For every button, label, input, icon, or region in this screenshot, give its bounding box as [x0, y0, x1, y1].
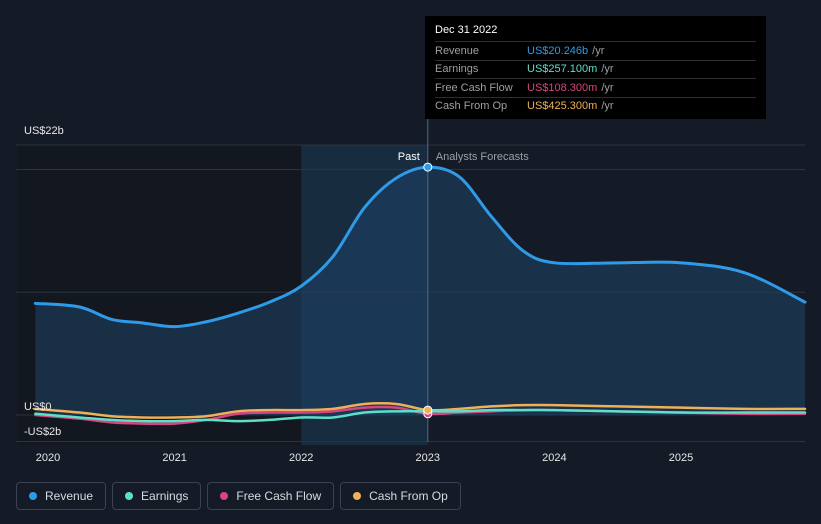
data-tooltip: Dec 31 2022 Revenue US$20.246b /yr Earni…	[425, 16, 766, 119]
marker-revenue	[423, 162, 433, 172]
x-tick-label: 2023	[416, 452, 440, 464]
legend-free-cash-flow[interactable]: Free Cash Flow	[207, 482, 335, 510]
tooltip-label: Cash From Op	[435, 100, 508, 113]
tooltip-value: US$20.246b	[527, 44, 589, 57]
tooltip-row-fcf: Free Cash Flow US$108.300m /yr	[435, 78, 756, 97]
past-label: Past	[398, 151, 420, 163]
legend-label: Revenue	[45, 489, 94, 503]
legend-label: Cash From Op	[369, 489, 448, 503]
series-line-revenue	[33, 165, 807, 329]
tooltip-label: Revenue	[435, 44, 480, 57]
tooltip-unit: /yr	[601, 100, 614, 113]
series-markers	[423, 162, 433, 419]
tooltip-label: Free Cash Flow	[435, 81, 513, 94]
legend-label: Earnings	[141, 489, 189, 503]
x-axis: 2020 2021 2022 2023 2024 2025	[36, 452, 693, 464]
tooltip-row-revenue: Revenue US$20.246b /yr	[435, 41, 756, 60]
series-line-cash-from-op	[34, 402, 807, 419]
series-line-earnings	[34, 408, 807, 423]
y-tick-bottom: -US$2b	[24, 426, 62, 438]
series-lines	[33, 165, 807, 426]
legend: Revenue Earnings Free Cash Flow Cash Fro…	[16, 482, 461, 510]
tooltip-label: Earnings	[435, 63, 479, 76]
tooltip-value: US$425.300m	[527, 100, 598, 113]
x-tick-label: 2025	[669, 452, 693, 464]
cfo-dot-icon	[353, 492, 362, 500]
tooltip-value: US$108.300m	[527, 81, 598, 94]
x-tick-label: 2024	[542, 452, 566, 464]
x-tick-label: 2020	[36, 452, 60, 464]
legend-label: Free Cash Flow	[236, 489, 322, 503]
tooltip-value: US$257.100m	[527, 63, 598, 76]
tooltip-unit: /yr	[592, 44, 605, 57]
tooltip-unit: /yr	[601, 81, 614, 94]
tooltip-row-earnings: Earnings US$257.100m /yr	[435, 59, 756, 79]
earnings-dot-icon	[125, 492, 134, 500]
y-tick-top: US$22b	[24, 125, 64, 137]
y-tick-zero: US$0	[24, 401, 52, 413]
tooltip-row-cfo: Cash From Op US$425.300m /yr	[435, 96, 756, 116]
forecast-label: Analysts Forecasts	[436, 151, 529, 163]
revenue-dot-icon	[29, 492, 37, 500]
legend-cash-from-op[interactable]: Cash From Op	[340, 482, 461, 510]
legend-earnings[interactable]: Earnings	[112, 482, 202, 510]
tooltip-unit: /yr	[601, 63, 614, 76]
legend-revenue[interactable]: Revenue	[16, 482, 107, 510]
x-tick-label: 2022	[289, 452, 313, 464]
tooltip-date: Dec 31 2022	[435, 24, 498, 36]
marker-cash-from-op	[423, 405, 433, 415]
x-tick-label: 2021	[162, 452, 186, 464]
fcf-dot-icon	[220, 492, 229, 500]
revenue-area	[35, 167, 805, 415]
